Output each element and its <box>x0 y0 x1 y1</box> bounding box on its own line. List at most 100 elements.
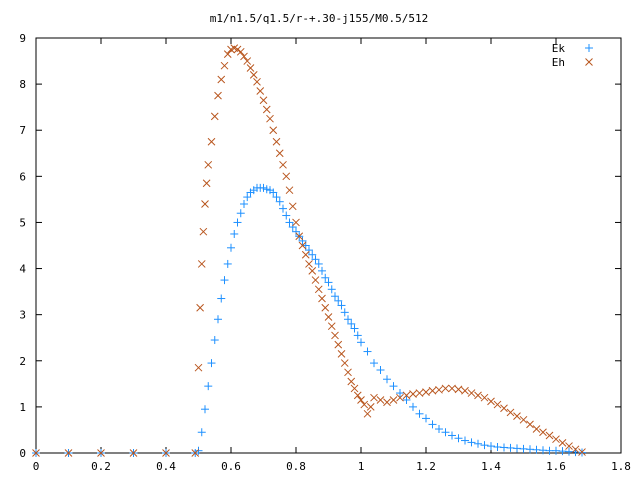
data-point-ek <box>487 442 495 451</box>
series-eh <box>32 44 586 457</box>
data-point-eh <box>454 385 463 394</box>
data-point-ek <box>340 308 349 317</box>
data-point-ek <box>474 439 482 448</box>
data-point-eh <box>532 425 541 433</box>
y-tick-label: 4 <box>19 263 26 276</box>
data-point-eh <box>327 322 336 331</box>
data-point-ek <box>324 278 333 287</box>
data-point-ek <box>236 209 245 218</box>
data-point-eh <box>578 448 586 456</box>
x-tick-label: 0 <box>33 460 40 473</box>
x-tick-label: 0.6 <box>221 460 241 473</box>
data-point-ek <box>230 229 239 238</box>
legend-marker-ek <box>585 44 593 52</box>
data-point-eh <box>331 331 339 340</box>
y-tick-label: 5 <box>19 216 26 229</box>
data-point-eh <box>539 428 547 437</box>
data-point-eh <box>217 75 226 84</box>
data-point-eh <box>64 449 73 457</box>
data-point-ek <box>441 428 450 437</box>
data-point-eh <box>311 276 320 284</box>
data-point-ek <box>275 197 284 206</box>
data-point-ek <box>201 405 209 414</box>
data-point-ek <box>467 438 476 447</box>
y-tick-label: 2 <box>19 355 26 368</box>
legend-label-eh: Eh <box>552 56 565 69</box>
data-point-eh <box>558 439 567 447</box>
data-point-ek <box>435 425 443 434</box>
data-point-ek <box>217 294 226 303</box>
legend-marker-eh <box>585 58 593 66</box>
data-point-eh <box>461 386 469 395</box>
data-point-eh <box>272 137 281 146</box>
data-point-ek <box>292 227 300 236</box>
data-point-eh <box>324 313 333 321</box>
data-point-eh <box>256 87 265 95</box>
x-tick-label: 1.4 <box>481 460 501 473</box>
data-point-eh <box>571 445 580 454</box>
data-point-eh <box>480 393 489 402</box>
y-tick-label: 3 <box>19 309 26 322</box>
x-tick-label: 1.2 <box>416 460 436 473</box>
data-point-eh <box>236 47 245 56</box>
data-point-eh <box>357 396 365 404</box>
data-point-eh <box>314 285 323 294</box>
data-point-eh <box>240 52 248 61</box>
data-point-eh <box>318 294 326 303</box>
data-point-eh <box>340 359 349 367</box>
data-point-eh <box>334 340 343 349</box>
data-point-eh <box>298 241 307 250</box>
data-point-ek <box>305 246 313 255</box>
data-point-eh <box>474 391 482 400</box>
data-point-eh <box>402 391 411 400</box>
data-point-eh <box>223 50 232 58</box>
x-tick-label: 0.8 <box>286 460 306 473</box>
data-point-eh <box>266 114 274 123</box>
data-point-ek <box>409 402 417 411</box>
data-point-eh <box>565 442 573 450</box>
y-tick-label: 1 <box>19 401 26 414</box>
data-point-eh <box>376 396 385 404</box>
x-tick-label: 1.6 <box>546 460 566 473</box>
y-tick-label: 8 <box>19 78 26 91</box>
data-point-eh <box>353 391 362 400</box>
data-point-eh <box>545 431 554 440</box>
data-point-ek <box>350 324 359 333</box>
data-point-ek <box>337 301 346 310</box>
data-point-eh <box>305 260 313 268</box>
data-point-ek <box>461 436 469 445</box>
data-point-eh <box>493 400 502 409</box>
series-ek <box>32 183 586 457</box>
data-point-eh <box>97 449 105 457</box>
data-point-ek <box>214 315 222 324</box>
data-point-eh <box>422 388 430 396</box>
data-point-eh <box>500 404 508 413</box>
data-point-ek <box>480 441 489 450</box>
data-point-eh <box>337 350 346 358</box>
data-point-eh <box>197 260 206 268</box>
y-tick-label: 7 <box>19 124 26 137</box>
data-point-eh <box>202 179 211 188</box>
data-point-ek <box>308 250 317 259</box>
data-point-ek <box>428 420 437 429</box>
data-point-ek <box>223 259 232 268</box>
data-point-eh <box>275 149 284 158</box>
data-point-ek <box>389 382 398 391</box>
data-point-eh <box>487 397 495 406</box>
x-tick-label: 1 <box>358 460 365 473</box>
data-point-eh <box>308 267 317 275</box>
data-point-eh <box>363 409 372 418</box>
data-point-ek <box>415 409 424 418</box>
data-point-ek <box>318 266 326 275</box>
data-point-eh <box>513 412 521 420</box>
data-point-eh <box>210 112 219 121</box>
data-point-eh <box>506 408 515 417</box>
x-tick-label: 0.2 <box>91 460 111 473</box>
data-point-eh <box>321 303 330 312</box>
data-point-eh <box>32 449 40 457</box>
data-point-eh <box>552 435 560 444</box>
data-point-eh <box>448 384 456 393</box>
data-point-eh <box>249 71 258 79</box>
data-point-eh <box>301 250 310 259</box>
y-tick-label: 6 <box>19 170 26 183</box>
